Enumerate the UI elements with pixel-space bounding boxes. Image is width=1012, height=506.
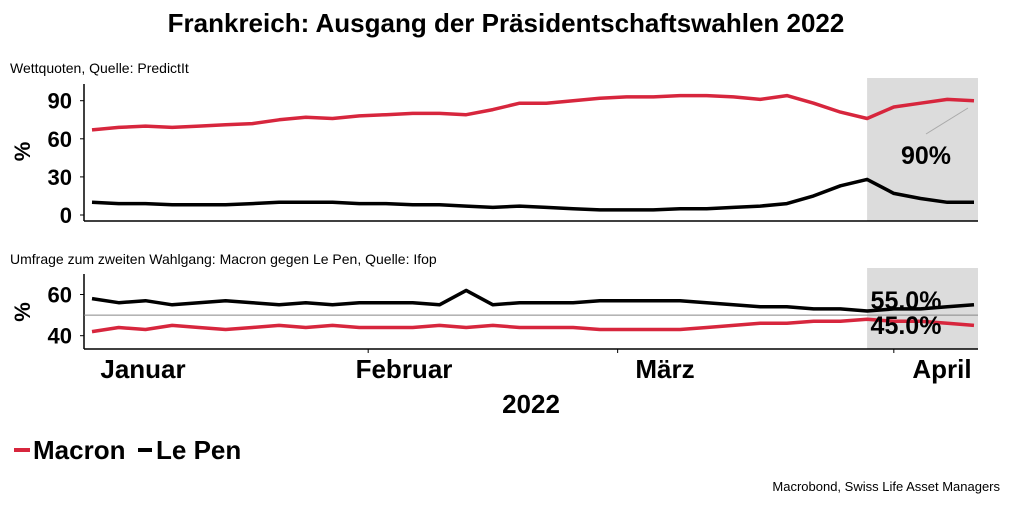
panel2-y-ticks: 40 60: [48, 282, 84, 349]
p1-y-tick-0: 0: [60, 203, 72, 228]
panel2-y-label: %: [10, 302, 35, 322]
panel2-series-macron: [91, 317, 975, 334]
panel1-annotation-90: 90%: [901, 142, 951, 170]
panel1-y-ticks: 0 30 60 90: [48, 89, 84, 228]
panel2-annotation-lepen: 55.0%: [871, 287, 942, 315]
panel1-subtitle: Wettquoten, Quelle: PredictIt: [10, 60, 189, 76]
panel-runoff-poll: Umfrage zum zweiten Wahlgang: Macron geg…: [10, 251, 978, 353]
legend-label-macron: Macron: [33, 435, 125, 465]
panel1-series-macron: [91, 93, 975, 132]
p1-y-tick-30: 30: [48, 165, 72, 190]
x-label-januar: Januar: [100, 354, 185, 384]
panel2-series-lepen: [91, 288, 975, 313]
panel1-y-label: %: [10, 142, 35, 162]
p1-y-tick-90: 90: [48, 89, 72, 114]
legend: Macron Le Pen: [14, 435, 241, 465]
panel2-subtitle: Umfrage zum zweiten Wahlgang: Macron geg…: [10, 251, 437, 267]
legend-label-lepen: Le Pen: [156, 435, 241, 465]
panel1-series-lepen: [91, 177, 974, 212]
panel2-annotation-macron: 45.0%: [871, 312, 942, 340]
panel2-x-ticks: [367, 349, 895, 353]
chart-title: Frankreich: Ausgang der Präsidentschafts…: [168, 8, 845, 38]
x-label-year: 2022: [502, 389, 560, 419]
source-note: Macrobond, Swiss Life Asset Managers: [772, 479, 1000, 494]
p2-y-tick-40: 40: [48, 324, 72, 349]
panel1-annotation-leader: [925, 107, 969, 135]
p1-y-tick-60: 60: [48, 127, 72, 152]
p2-y-tick-60: 60: [48, 282, 72, 307]
x-label-februar: Februar: [356, 354, 453, 384]
x-label-april: April: [912, 354, 971, 384]
x-label-maerz: März: [635, 354, 694, 384]
panel-betting-odds: Wettquoten, Quelle: PredictIt % 0306090 …: [10, 60, 978, 228]
